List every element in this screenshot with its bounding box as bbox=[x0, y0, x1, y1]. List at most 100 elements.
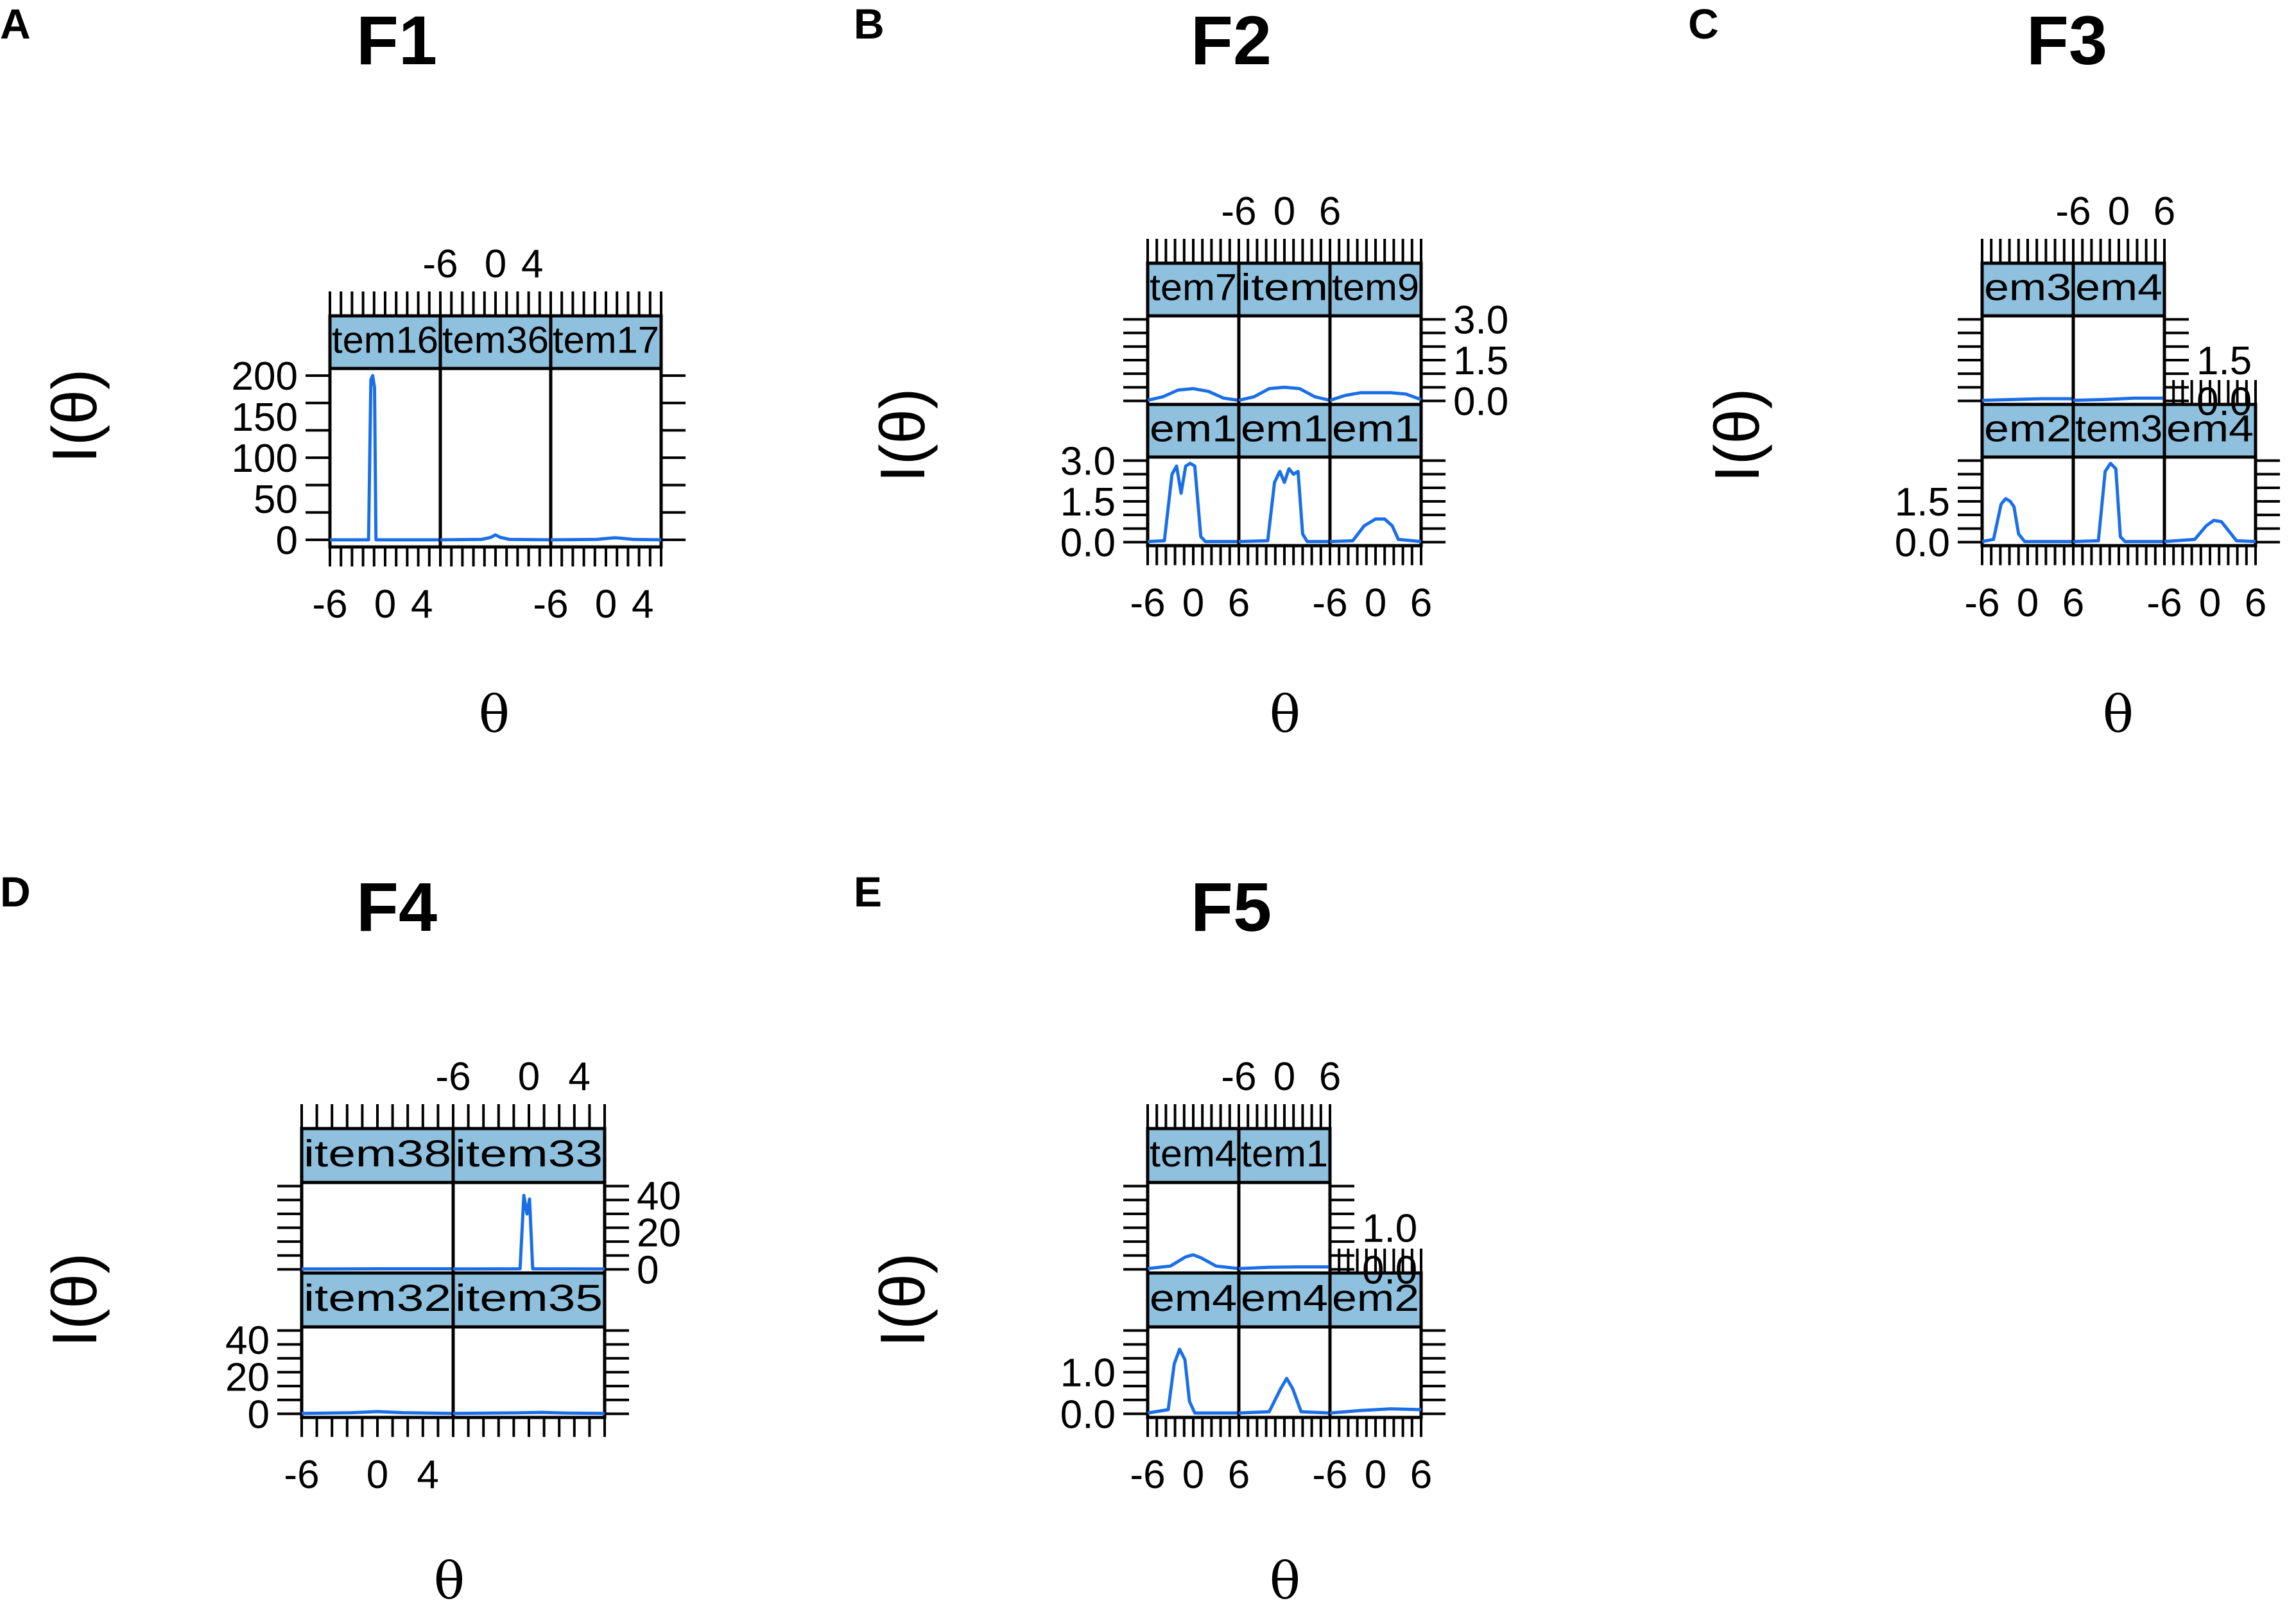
y-tick-label-right: 20 bbox=[637, 1211, 681, 1256]
y-tick-label-right: 3.0 bbox=[1453, 299, 1508, 343]
facet-strip-label: tem4 bbox=[1150, 1133, 1237, 1175]
facet-plot-frame bbox=[1980, 314, 2075, 406]
facet-strip bbox=[300, 1271, 455, 1329]
facet-plot-frame bbox=[300, 1181, 455, 1275]
x-tick-label-bottom: -6 bbox=[1130, 581, 1165, 625]
facet-plot-frame bbox=[1146, 1325, 1241, 1419]
facet-3: em4 bbox=[1146, 1271, 1241, 1419]
facet-strip-label: em1 bbox=[1332, 408, 1419, 449]
info-curve-em4 bbox=[1238, 1376, 1331, 1415]
y-tick-label-right: 0.0 bbox=[1362, 1248, 1417, 1292]
facet-plot-frame bbox=[1237, 1325, 1332, 1419]
x-tick-label-bottom: 0 bbox=[1365, 581, 1386, 625]
facet-strip bbox=[1328, 403, 1423, 459]
facet-4: item35 bbox=[451, 1271, 607, 1419]
panel-title: F5 bbox=[1191, 868, 1272, 946]
facet-strip-label: em3 bbox=[1984, 266, 2071, 308]
y-tick-label-right: 1.5 bbox=[2197, 339, 2252, 383]
panel-letter: B bbox=[854, 0, 885, 48]
facet-strip-label: tem7 bbox=[1150, 266, 1237, 308]
facet-strip-label: em4 bbox=[2075, 266, 2162, 308]
facet-strip-label: em4 bbox=[1150, 1277, 1237, 1319]
facet-strip-label: tem16 bbox=[332, 319, 438, 361]
x-tick-label-top: 6 bbox=[1319, 1055, 1341, 1099]
y-tick-label-right: 1.0 bbox=[1362, 1207, 1417, 1251]
x-tick-label-top: -6 bbox=[435, 1055, 470, 1099]
facet-plot-frame bbox=[451, 1325, 607, 1419]
facet-plot-frame bbox=[300, 1325, 455, 1419]
info-curve-em4 bbox=[2164, 519, 2256, 544]
x-tick-label-top: 4 bbox=[568, 1055, 590, 1099]
facet-1: tem16 bbox=[328, 314, 442, 549]
y-axis-label: I(θ) bbox=[39, 1253, 110, 1347]
facet-plot-frame bbox=[549, 367, 663, 549]
facet-4: em1 bbox=[1146, 403, 1241, 548]
facet-plot-frame bbox=[1328, 1325, 1423, 1419]
y-tick-label-left: 3.0 bbox=[1060, 440, 1116, 484]
facet-strip-label: item38 bbox=[304, 1133, 451, 1175]
facet-strip-label: em1 bbox=[1241, 408, 1328, 449]
info-curve-item bbox=[1238, 385, 1331, 403]
y-tick-label-right: 0.0 bbox=[1453, 379, 1508, 424]
panel-letter: A bbox=[0, 0, 31, 48]
facet-plot-frame bbox=[1146, 1181, 1241, 1275]
x-tick-label-bottom: 6 bbox=[1228, 1453, 1250, 1497]
facet-plot-frame bbox=[1237, 1181, 1332, 1275]
y-axis-label: I(θ) bbox=[867, 1253, 938, 1347]
x-tick-label-top: 4 bbox=[521, 242, 543, 286]
facet-plot-frame bbox=[1237, 314, 1332, 406]
x-tick-label-top: 0 bbox=[518, 1055, 540, 1099]
info-curve-tem36 bbox=[440, 533, 551, 542]
info-curve-em1 bbox=[1147, 462, 1239, 544]
facet-strip-label: em4 bbox=[2166, 408, 2254, 449]
y-tick-label-left: 1.5 bbox=[1895, 480, 1950, 524]
info-curve-item33 bbox=[453, 1193, 605, 1271]
x-tick-label-bottom: -6 bbox=[1312, 581, 1347, 625]
facet-plot-frame bbox=[1328, 455, 1423, 548]
x-tick-label-bottom: -6 bbox=[312, 582, 347, 627]
y-tick-label-left: 50 bbox=[254, 478, 298, 522]
info-curve-em1 bbox=[1329, 517, 1422, 544]
panel-letter: D bbox=[0, 868, 31, 915]
x-tick-label-bottom: 6 bbox=[2245, 581, 2266, 625]
y-tick-label-left: 150 bbox=[232, 395, 298, 440]
y-tick-label-left: 200 bbox=[232, 354, 298, 399]
y-axis-label: I(θ) bbox=[39, 369, 110, 463]
x-tick-label-bottom: -6 bbox=[2146, 581, 2182, 625]
panel-title: F1 bbox=[356, 1, 437, 79]
info-curve-em2 bbox=[1981, 497, 2073, 544]
facet-2: em4 bbox=[2071, 261, 2166, 406]
x-tick-label-bottom: 0 bbox=[2199, 581, 2221, 625]
facet-strip-label: item32 bbox=[304, 1277, 451, 1319]
facet-5: em4 bbox=[2162, 403, 2257, 548]
panel-letter: E bbox=[854, 868, 882, 915]
x-tick-label-top: 0 bbox=[1273, 189, 1295, 234]
y-tick-label-left: 40 bbox=[225, 1319, 270, 1363]
facet-plot-frame bbox=[1146, 314, 1241, 406]
facet-strip bbox=[1328, 261, 1423, 318]
facet-plot-frame bbox=[2162, 455, 2257, 548]
info-curve-tem1 bbox=[1238, 1265, 1330, 1270]
x-tick-label-bottom: 4 bbox=[417, 1453, 438, 1497]
facet-strip-label: em4 bbox=[1241, 1277, 1328, 1319]
info-curve-em2 bbox=[1329, 1407, 1422, 1415]
x-tick-label-top: 6 bbox=[2154, 189, 2175, 234]
facet-2: item33 bbox=[451, 1127, 607, 1275]
facet-2: tem36 bbox=[438, 314, 553, 549]
facet-4: em4 bbox=[1237, 1271, 1332, 1419]
facet-strip-label: em2 bbox=[1984, 408, 2071, 449]
x-tick-label-top: -6 bbox=[1221, 1055, 1256, 1099]
x-tick-label-top: -6 bbox=[422, 242, 458, 286]
panel-title: F4 bbox=[356, 868, 437, 946]
info-curve-tem17 bbox=[550, 536, 662, 542]
facet-strip-label: tem1 bbox=[1241, 1133, 1328, 1175]
info-curve-item35 bbox=[453, 1410, 605, 1416]
facet-3: em2 bbox=[1980, 403, 2075, 548]
x-axis-label: θ bbox=[479, 684, 510, 744]
facet-plot-frame bbox=[438, 367, 553, 549]
panel-title: F3 bbox=[2026, 1, 2107, 79]
facet-plot-frame bbox=[2071, 314, 2166, 406]
info-curve-tem9 bbox=[1329, 391, 1422, 402]
